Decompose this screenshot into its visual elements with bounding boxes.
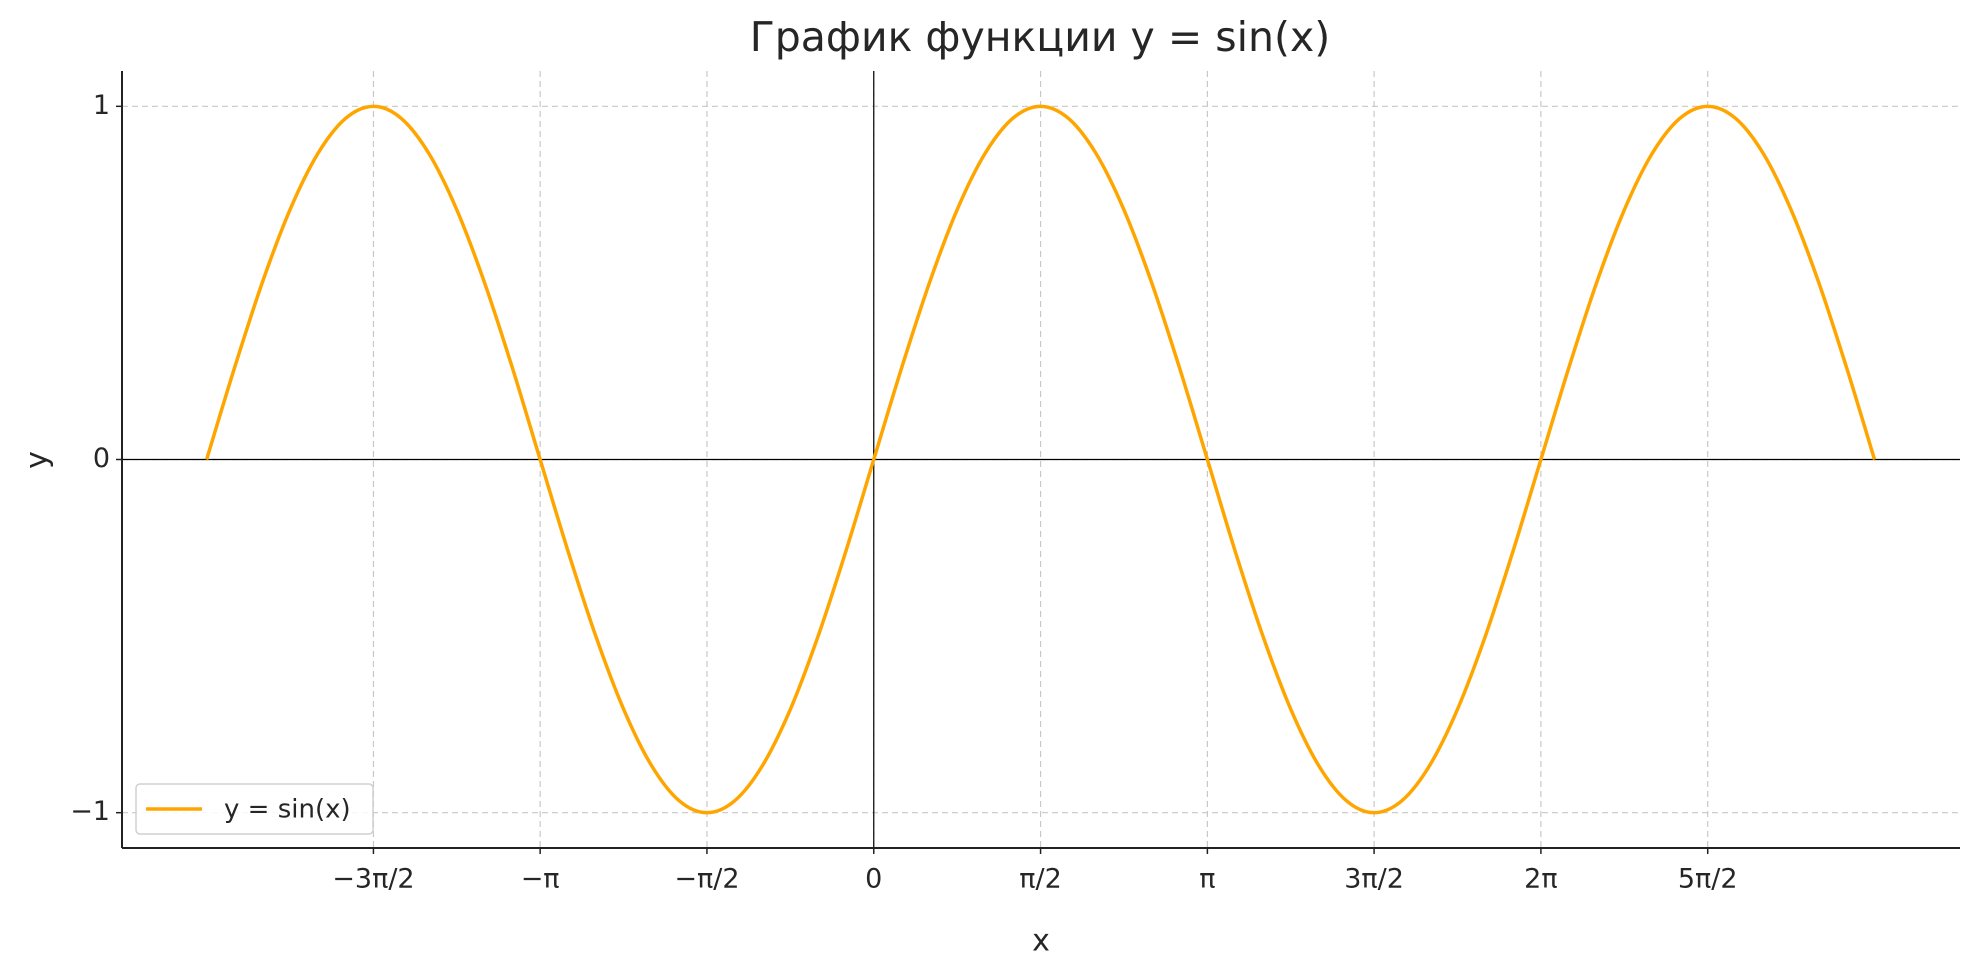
x-tick-label: 5π/2 bbox=[1678, 864, 1738, 895]
y-tick-label: 1 bbox=[93, 90, 110, 121]
x-tick-label: 3π/2 bbox=[1344, 864, 1404, 895]
x-tick-label: 0 bbox=[865, 864, 882, 895]
x-axis-label: x bbox=[1032, 924, 1050, 959]
y-tick-label: 0 bbox=[93, 443, 110, 474]
y-tick-label: −1 bbox=[70, 796, 110, 827]
sine-line bbox=[204, 104, 1877, 815]
legend-box bbox=[135, 783, 374, 835]
x-tick-label: −π/2 bbox=[674, 864, 739, 895]
x-tick-label: −π bbox=[521, 864, 560, 895]
x-tick-label: π/2 bbox=[1019, 864, 1062, 895]
x-tick-label: 2π bbox=[1524, 864, 1557, 895]
x-tick-label: −3π/2 bbox=[332, 864, 414, 895]
y-axis-label: y bbox=[20, 451, 55, 469]
x-tick-label: π bbox=[1199, 864, 1215, 895]
chart-title: График функции y = sin(x) bbox=[750, 13, 1330, 61]
legend-label: y = sin(x) bbox=[224, 795, 351, 825]
